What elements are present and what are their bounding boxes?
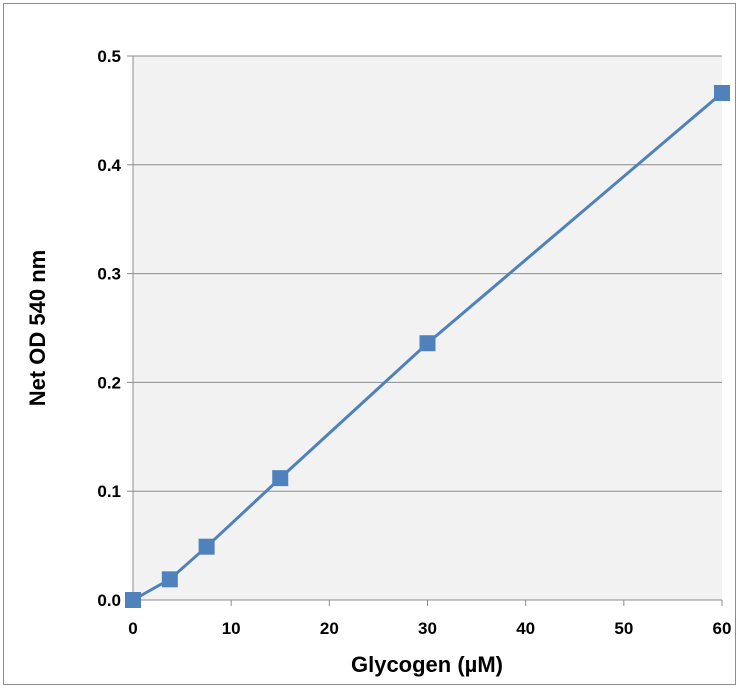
data-point-marker — [419, 335, 436, 352]
y-tick-label: 0.1 — [97, 482, 121, 501]
y-tick-label: 0.5 — [97, 47, 121, 66]
plot-area — [133, 56, 722, 600]
x-axis-title: Glycogen (µM) — [351, 652, 503, 677]
data-points — [125, 84, 730, 608]
y-tick-label: 0.0 — [97, 591, 121, 610]
data-point-marker — [714, 84, 730, 101]
x-tick-label: 10 — [222, 619, 241, 638]
x-tick-label: 30 — [418, 619, 437, 638]
y-tick-label: 0.2 — [97, 373, 121, 392]
x-tick-label: 50 — [614, 619, 633, 638]
data-point-marker — [272, 470, 289, 487]
x-tick-label: 60 — [713, 619, 732, 638]
data-point-marker — [125, 592, 141, 608]
data-point-marker — [161, 571, 178, 588]
axes — [127, 55, 723, 606]
x-tick-label: 0 — [128, 619, 137, 638]
y-axis-title: Net OD 540 nm — [25, 250, 50, 407]
gridlines — [133, 55, 722, 492]
data-point-marker — [198, 538, 215, 555]
x-tick-label: 20 — [320, 619, 339, 638]
x-tick-labels: 0 10 20 30 40 50 60 — [128, 619, 731, 638]
x-tick-label: 40 — [516, 619, 535, 638]
y-tick-label: 0.4 — [97, 156, 121, 175]
y-tick-labels: 0.0 0.1 0.2 0.3 0.4 0.5 — [97, 47, 121, 610]
y-tick-label: 0.3 — [97, 265, 121, 284]
